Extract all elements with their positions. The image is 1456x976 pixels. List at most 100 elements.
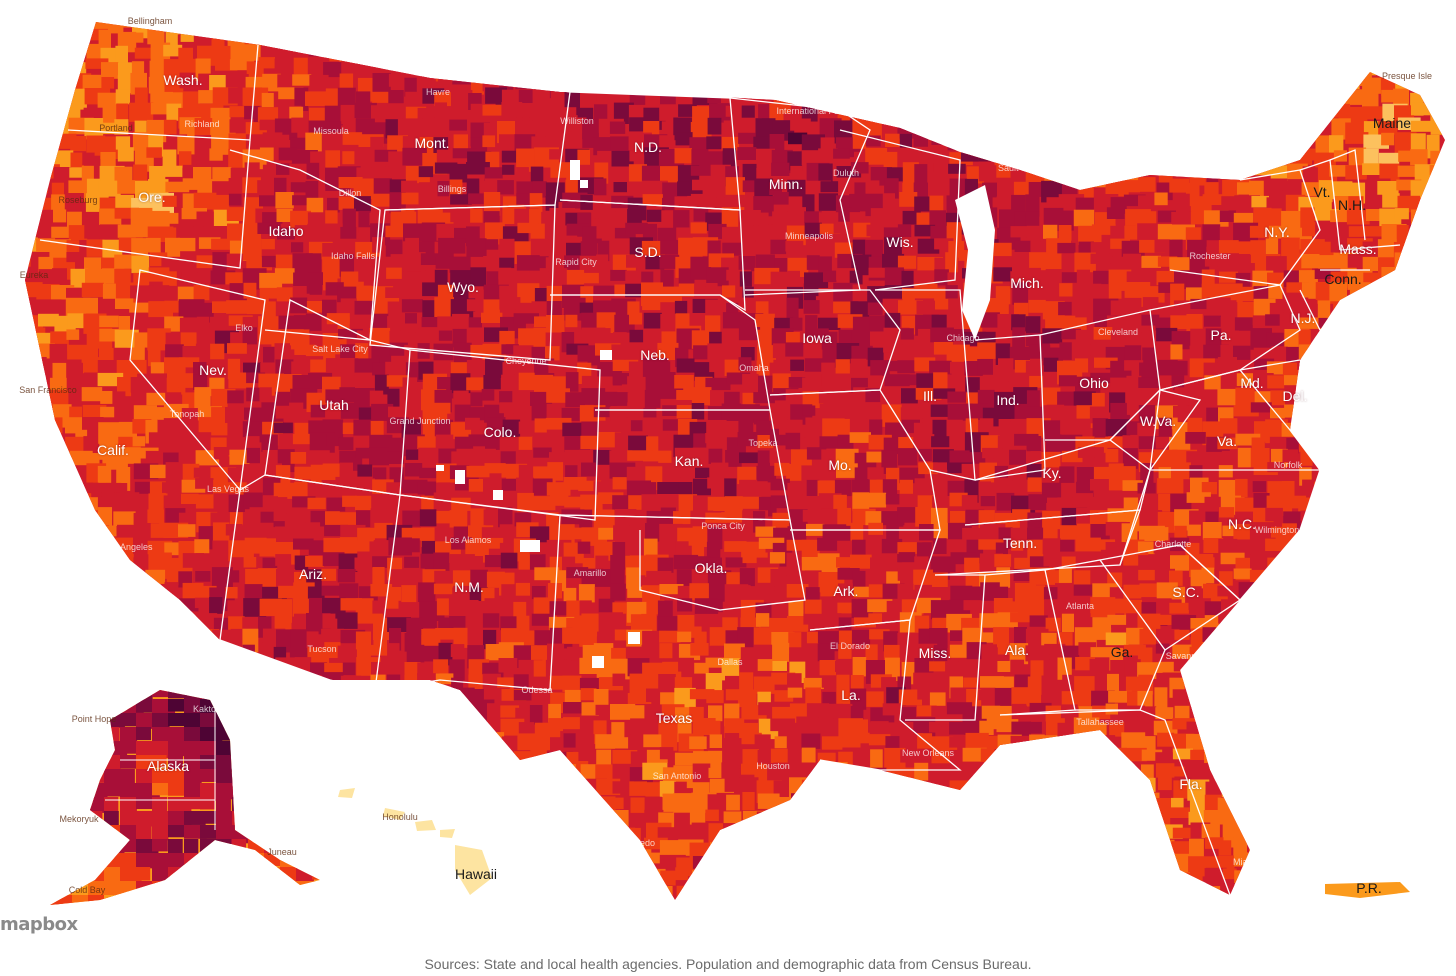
county-cell xyxy=(565,179,579,194)
county-cell xyxy=(129,102,154,122)
county-cell xyxy=(1094,167,1109,183)
county-cell xyxy=(708,448,723,464)
county-cell xyxy=(210,343,225,360)
county-cell xyxy=(25,523,39,544)
county-cell xyxy=(50,824,72,835)
county-cell xyxy=(786,584,809,598)
county-cell xyxy=(1316,357,1332,381)
county-cell xyxy=(1413,554,1428,573)
county-cell xyxy=(919,524,935,541)
county-cell xyxy=(823,270,837,283)
map-canvas[interactable] xyxy=(0,0,1456,945)
county-cell xyxy=(1238,793,1261,810)
county-cell xyxy=(771,417,788,429)
county-cell xyxy=(578,584,595,603)
county-cell xyxy=(1201,763,1218,777)
county-cell xyxy=(1382,736,1395,759)
county-cell xyxy=(886,90,899,113)
county-cell xyxy=(579,600,592,616)
county-cell xyxy=(1428,432,1442,443)
county-cell xyxy=(1381,568,1404,585)
county-cell xyxy=(1253,630,1273,649)
county-cell xyxy=(1218,135,1234,151)
county-cell xyxy=(1206,22,1225,36)
county-cell xyxy=(964,767,986,780)
county-cell xyxy=(1044,750,1064,774)
county-cell xyxy=(1345,568,1364,582)
county-cell xyxy=(1093,747,1110,765)
county-cell xyxy=(1378,421,1403,445)
county-cell xyxy=(753,212,769,228)
county-cell xyxy=(193,661,220,679)
county-cell xyxy=(273,422,293,434)
county-cell xyxy=(25,749,48,761)
county-cell xyxy=(515,62,532,79)
county-cell xyxy=(453,824,479,838)
county-cell xyxy=(354,196,371,212)
county-cell xyxy=(1412,282,1435,298)
county-cell xyxy=(1251,195,1269,208)
us-choropleth-map[interactable]: Wash. Ore. Calif. Nev. Idaho Mont. Wyo. Utah Ari… xyxy=(0,0,1456,945)
county-cell xyxy=(771,162,790,176)
county-cell xyxy=(1105,703,1118,715)
county-cell xyxy=(849,432,871,443)
county-cell xyxy=(134,602,154,615)
county-cell xyxy=(609,797,624,809)
county-cell xyxy=(1347,509,1371,520)
county-cell xyxy=(530,764,545,786)
county-cell xyxy=(786,22,809,41)
county-cell xyxy=(149,464,166,479)
county-cell xyxy=(578,272,600,284)
county-cell xyxy=(486,271,499,287)
county-cell xyxy=(115,45,128,67)
county-cell xyxy=(774,586,789,598)
county-cell xyxy=(1345,450,1362,466)
county-cell xyxy=(198,645,214,658)
county-cell xyxy=(1025,316,1041,336)
county-cell xyxy=(1379,719,1395,736)
county-cell xyxy=(1330,241,1350,253)
county-cell xyxy=(513,45,540,66)
county-cell xyxy=(785,77,803,92)
county-cell xyxy=(1105,449,1119,463)
county-cell xyxy=(1346,89,1363,105)
county-cell xyxy=(529,193,543,212)
county-cell xyxy=(498,658,518,673)
county-cell xyxy=(324,22,344,33)
county-cell xyxy=(1123,194,1146,207)
county-cell xyxy=(35,617,59,631)
county-cell xyxy=(37,117,54,132)
county-cell xyxy=(1428,481,1445,501)
county-cell xyxy=(547,105,560,123)
county-cell xyxy=(1333,362,1358,387)
county-cell xyxy=(1301,22,1315,27)
county-cell xyxy=(1329,585,1344,596)
county-cell xyxy=(118,628,144,646)
county-cell xyxy=(100,391,113,404)
county-cell xyxy=(1331,62,1348,82)
county-cell xyxy=(1382,363,1408,385)
county-cell xyxy=(868,267,890,278)
county-cell xyxy=(67,556,85,574)
county-cell xyxy=(97,507,112,529)
county-cell xyxy=(1137,223,1162,241)
county-cell xyxy=(1172,827,1192,839)
county-cell xyxy=(1318,796,1339,815)
county-cell xyxy=(1221,674,1242,693)
county-cell xyxy=(1330,391,1352,406)
county-cell xyxy=(25,552,42,563)
county-cell xyxy=(929,661,948,672)
county-cell xyxy=(290,297,308,314)
county-cell xyxy=(342,151,355,165)
county-cell xyxy=(801,150,823,166)
county-cell xyxy=(198,237,221,249)
county-cell xyxy=(676,358,695,373)
county-cell xyxy=(1282,823,1298,835)
county-cell xyxy=(1124,345,1142,361)
county-cell xyxy=(25,345,33,366)
county-cell xyxy=(1010,76,1024,94)
county-cell xyxy=(1252,598,1269,619)
county-cell xyxy=(1377,587,1399,602)
county-cell xyxy=(25,119,35,138)
county-cell xyxy=(739,479,758,497)
